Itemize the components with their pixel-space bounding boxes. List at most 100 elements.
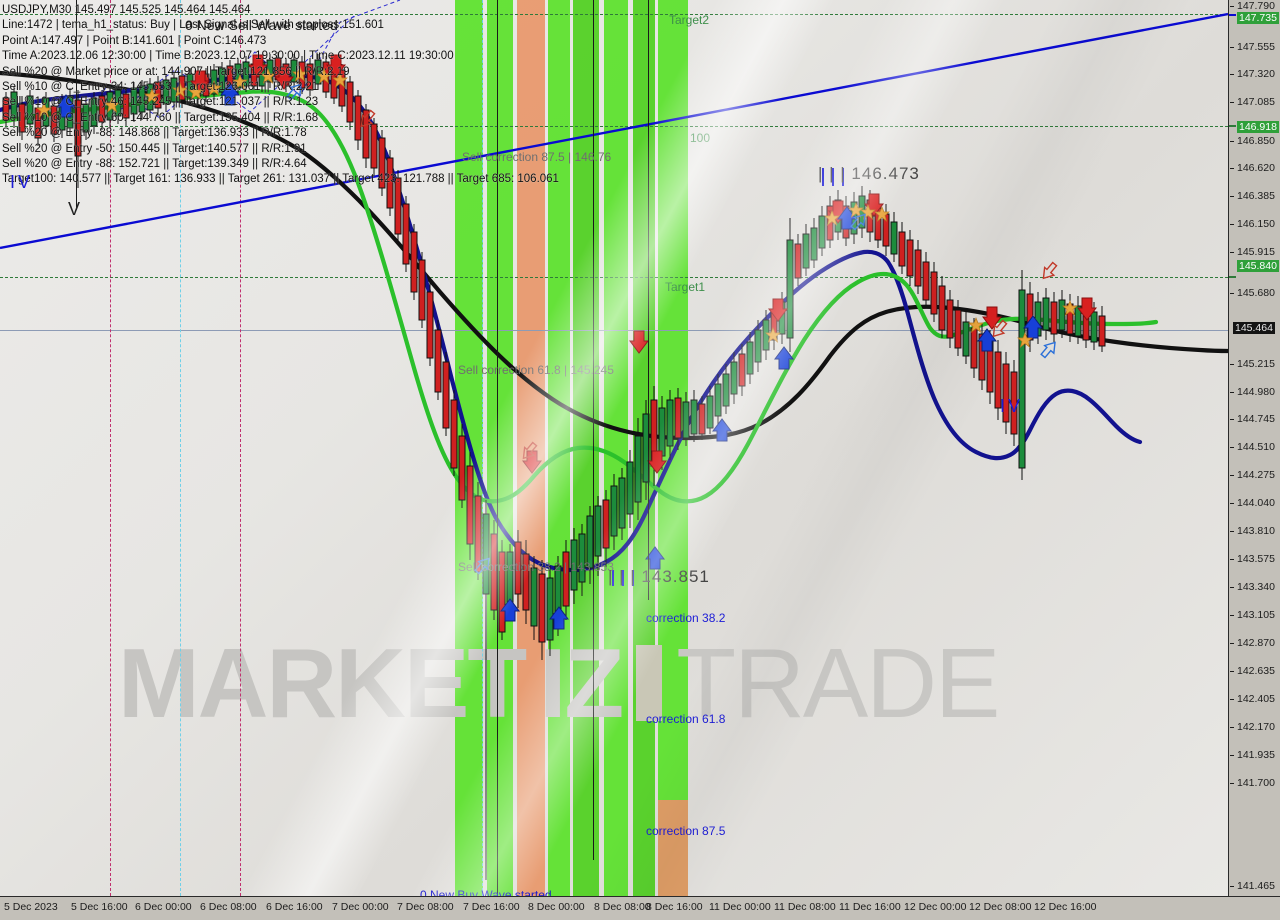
band-center-line bbox=[497, 0, 498, 896]
signal-band-orange bbox=[658, 800, 688, 896]
info-line-2: Time A:2023.12.06 12:30:00 | Time B:2023… bbox=[2, 50, 454, 63]
time-tick: 12 Dec 08:00 bbox=[969, 901, 1032, 913]
time-tick: 7 Dec 16:00 bbox=[463, 901, 520, 913]
time-tick: 7 Dec 08:00 bbox=[397, 901, 454, 913]
price-tick: 147.320 bbox=[1229, 68, 1280, 83]
price-axis[interactable]: 147.790 147.735 147.555 147.320 147.085 … bbox=[1228, 0, 1280, 896]
info-line-1: Point A:147.497 | Point B:141.601 | Poin… bbox=[2, 34, 267, 47]
time-tick: 6 Dec 00:00 bbox=[135, 901, 192, 913]
sell-correction-382-label: Sell correction 38.2 | 143.853 bbox=[458, 560, 614, 574]
vertical-separator-cyan bbox=[482, 0, 483, 896]
chart-graphics bbox=[0, 0, 1228, 880]
price-tick: 141.700 bbox=[1229, 777, 1280, 792]
price-tick: 146.385 bbox=[1229, 190, 1280, 205]
price-tick: 144.275 bbox=[1229, 469, 1280, 484]
price-tick: 142.870 bbox=[1229, 637, 1280, 652]
watermark: MARKET IZ TRADE bbox=[118, 628, 1118, 738]
chart-info-header: USDJPY,M30 145.497 145.525 145.464 145.4… bbox=[2, 3, 559, 188]
price-tick: 145.915 bbox=[1229, 246, 1280, 261]
trendline-ascending bbox=[0, 12, 1228, 250]
info-line-3: Sell %20 @ Market price or at: 144.907 |… bbox=[2, 65, 350, 78]
time-tick: 12 Dec 16:00 bbox=[1034, 901, 1097, 913]
watermark-brand: MARKET bbox=[118, 627, 527, 738]
time-tick: 6 Dec 08:00 bbox=[200, 901, 257, 913]
level-line-target2 bbox=[0, 14, 1228, 15]
info-line-5: Sell %10 @ C_Entry-46: 145.245 || Target… bbox=[2, 96, 319, 109]
price-tag-143851: | | | 143.851 bbox=[608, 567, 710, 586]
chart-plot-area[interactable]: MARKET IZ TRADE bbox=[0, 0, 1228, 896]
target2-label: Target2 bbox=[669, 13, 710, 27]
target1-label: Target1 bbox=[665, 280, 706, 294]
new-buy-wave-started-label: 0 New Buy Wave started bbox=[420, 888, 552, 896]
info-line-0: Line:1472 | tema_h1_status: Buy | Last S… bbox=[2, 19, 384, 32]
correction-875-label: correction 87.5 bbox=[646, 824, 726, 838]
time-tick: 7 Dec 00:00 bbox=[332, 901, 389, 913]
price-tick: 143.810 bbox=[1229, 525, 1280, 540]
price-tick: 144.510 bbox=[1229, 441, 1280, 456]
sell-correction-618-label: Sell correction 61.8 | 145.245 bbox=[458, 363, 614, 377]
price-tick: 143.340 bbox=[1229, 581, 1280, 596]
price-tick: 147.085 bbox=[1229, 96, 1280, 111]
time-tick: 11 Dec 08:00 bbox=[774, 901, 836, 913]
signal-band bbox=[604, 0, 628, 896]
watermark-product: TRADE bbox=[676, 627, 1000, 738]
price-tick: 144.980 bbox=[1229, 386, 1280, 401]
info-line-6: Sell %10 @ C_Entry-60: 144.760 || Target… bbox=[2, 111, 319, 124]
wave-label-iv-left: IV bbox=[10, 172, 34, 192]
vertical-separator-magenta bbox=[110, 0, 111, 896]
time-tick: 6 Dec 16:00 bbox=[266, 901, 323, 913]
axis-marker-green bbox=[1229, 276, 1236, 278]
signal-band bbox=[487, 0, 513, 896]
price-tick: 146.620 bbox=[1229, 162, 1280, 177]
band-center-line bbox=[76, 0, 77, 210]
signal-band bbox=[548, 0, 570, 896]
price-tick: 146.150 bbox=[1229, 218, 1280, 233]
info-line-9: Sell %20 @ Entry -88: 152.721 || Target:… bbox=[2, 158, 307, 171]
watermark-divider bbox=[636, 645, 663, 721]
time-tick: 11 Dec 00:00 bbox=[709, 901, 771, 913]
time-tick: 12 Dec 00:00 bbox=[904, 901, 967, 913]
time-axis[interactable]: 5 Dec 2023 5 Dec 16:00 6 Dec 00:00 6 Dec… bbox=[0, 896, 1280, 920]
price-tick: 145.680 bbox=[1229, 287, 1280, 302]
info-line-8: Sell %20 @ Entry -50: 150.445 || Target:… bbox=[2, 142, 307, 155]
price-tick: 142.635 bbox=[1229, 665, 1280, 680]
price-tick: 145.215 bbox=[1229, 358, 1280, 373]
vertical-separator-cyan bbox=[180, 0, 181, 896]
hollow-up-arrow-icon bbox=[1038, 337, 1061, 361]
price-tag-146473: | | | 146.473 bbox=[818, 164, 920, 183]
trendline-dashed-upper bbox=[119, 0, 401, 111]
correction-382-label: correction 38.2 bbox=[646, 611, 726, 625]
level-line-146918 bbox=[0, 126, 1228, 127]
time-tick: 5 Dec 16:00 bbox=[71, 901, 128, 913]
info-line-10: Target100: 140.577 || Target 161: 136.93… bbox=[2, 173, 559, 186]
current-price-tag: 145.464 bbox=[1233, 322, 1275, 334]
price-tick: 144.745 bbox=[1229, 413, 1280, 428]
wave-label-iv-right: IV bbox=[1000, 396, 1024, 416]
watermark-brand-bold: IZ bbox=[539, 627, 624, 738]
symbol-line: USDJPY,M30 145.497 145.525 145.464 145.4… bbox=[2, 4, 251, 16]
price-tick-highlight: 147.735 bbox=[1237, 12, 1279, 24]
info-line-4: Sell %10 @ C_Entry-34: 145.653 || Target… bbox=[2, 81, 319, 94]
new-sell-wave-started-label: 0 New Sell Wave started bbox=[185, 17, 338, 33]
price-tick: 142.405 bbox=[1229, 693, 1280, 708]
band-center-line bbox=[648, 0, 649, 600]
time-tick: 8 Dec 00:00 bbox=[528, 901, 585, 913]
price-tick: 143.575 bbox=[1229, 553, 1280, 568]
sell-arrow-icon bbox=[629, 330, 649, 354]
price-tick: 147.555 bbox=[1229, 41, 1280, 56]
band-center-line bbox=[593, 0, 594, 860]
time-tick: 11 Dec 16:00 bbox=[839, 901, 901, 913]
price-tick: 141.465 bbox=[1229, 880, 1280, 895]
price-tick-highlight: 146.918 bbox=[1237, 121, 1279, 133]
price-tick: 146.850 bbox=[1229, 135, 1280, 150]
level-100-label: 100 bbox=[690, 131, 711, 145]
price-tag-ticks bbox=[612, 168, 844, 586]
hollow-down-arrow-icon bbox=[1038, 259, 1061, 283]
price-tick-highlight: 145.840 bbox=[1237, 260, 1279, 272]
price-tick: 142.170 bbox=[1229, 721, 1280, 736]
level-line-current-price bbox=[0, 330, 1228, 331]
axis-marker-blue bbox=[1229, 14, 1236, 16]
level-line-target1 bbox=[0, 277, 1228, 278]
wave-label-v-left: V bbox=[68, 199, 84, 219]
